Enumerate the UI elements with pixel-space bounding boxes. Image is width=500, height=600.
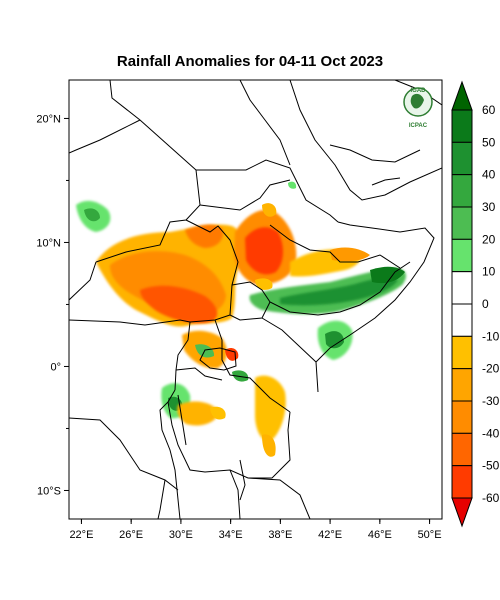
border-uganda-tanz	[175, 367, 223, 381]
colorbar-swatch-c30_40	[451, 174, 473, 208]
colorbar-label-7: -10	[482, 329, 500, 343]
border-saudi-yemen	[329, 144, 421, 163]
lat-tick-label-3: 10°S	[37, 485, 61, 497]
border-drc-angola	[69, 417, 179, 491]
lon-tick-label-5: 42°E	[318, 529, 342, 541]
country-borders	[69, 80, 442, 519]
colorbar-label-6: 0	[482, 297, 489, 311]
anomaly-region-darfur	[185, 224, 224, 248]
border-algeria-niger	[69, 119, 141, 154]
lat-tick-label-0: 20°N	[36, 113, 61, 125]
border-car-drc	[69, 319, 191, 326]
border-yemen	[371, 177, 401, 186]
border-drc-uganda	[174, 321, 191, 391]
anomaly-region-kenya-core	[325, 331, 344, 349]
border-kenya-somalia	[261, 317, 319, 393]
border-arabia	[289, 80, 442, 201]
border-ethiopia-ne	[269, 224, 401, 269]
border-zambia	[157, 479, 166, 519]
lake-malawi	[239, 459, 246, 501]
anomaly-region-tanzania-se	[262, 434, 276, 457]
colorbar-label-2: 40	[482, 168, 496, 182]
lon-tick-label-3: 34°E	[219, 529, 243, 541]
igad-icpac-logo: IGAD ICPAC	[403, 87, 433, 129]
border-sudan-n	[199, 179, 291, 211]
colorbar-label-3: 30	[482, 200, 496, 214]
colorbar-swatch-cm50_m40	[451, 432, 473, 467]
border-ethiopia-somalia	[231, 261, 411, 316]
latitude-axis: 20°N 10°N 0° 10°S	[36, 113, 69, 497]
colorbar-swatch-cm10_0	[451, 303, 473, 337]
anomaly-region-victoria-green	[232, 370, 249, 382]
border-libya-egypt-sudan	[109, 80, 339, 223]
border-malawi	[229, 469, 241, 519]
colorbar-label-12: -60	[482, 491, 500, 505]
border-south-sudan	[229, 301, 271, 321]
colorbar-label-11: -50	[482, 459, 500, 473]
colorbar-swatch-c40_50	[451, 141, 473, 176]
border-uganda-kenya	[214, 319, 291, 413]
border-sudan-ss	[185, 219, 239, 323]
lat-tick-label-1: 10°N	[36, 237, 61, 249]
colorbar-arrow-bottom	[451, 497, 473, 528]
anomaly-region-ogaden-2	[330, 247, 370, 262]
border-nigeria	[69, 261, 97, 301]
lon-tick-label-7: 50°E	[418, 529, 442, 541]
lon-tick-label-0: 22°E	[69, 529, 93, 541]
colorbar-swatch-cm40_m30	[451, 400, 473, 434]
anomaly-region-car	[140, 285, 218, 324]
lake-victoria	[199, 347, 237, 371]
anomaly-region-tanzania-w	[177, 401, 220, 426]
colorbar-label-4: 20	[482, 232, 496, 246]
border-drc-east	[159, 401, 181, 519]
lon-tick-label-6: 46°E	[368, 529, 392, 541]
logo-top-text: IGAD	[411, 88, 427, 94]
lake-tanganyika	[177, 394, 187, 446]
border-tanzania	[167, 389, 291, 479]
anomaly-region-somalia-darkgreen	[280, 277, 398, 306]
colorbar-label-8: -20	[482, 362, 500, 376]
lon-tick-label-4: 38°E	[268, 529, 292, 541]
colorbar: 60 50 40 30 20 10 0 -10 -20 -30 -40 -50 -60	[451, 80, 500, 528]
anomaly-region-eritrea	[262, 203, 277, 217]
colorbar-label-9: -30	[482, 394, 500, 408]
colorbar-label-10: -40	[482, 426, 500, 440]
colorbar-swatch-c0_10	[451, 271, 473, 305]
map-title: Rainfall Anomalies for 04-11 Oct 2023	[116, 53, 384, 70]
colorbar-swatch-c10_20	[451, 238, 473, 273]
africa-icon	[410, 93, 424, 109]
longitude-axis: 22°E 26°E 30°E 34°E 38°E 42°E 46°E 50°E	[69, 519, 442, 541]
colorbar-label-5: 10	[482, 265, 496, 279]
anomaly-region-tanzania-c	[210, 406, 226, 420]
colorbar-swatch-c50_60	[451, 109, 473, 143]
border-nile-redsea	[239, 80, 291, 166]
colorbar-label-0: 60	[482, 103, 496, 117]
colorbar-label-1: 50	[482, 135, 496, 149]
border-mozambique	[247, 477, 311, 519]
colorbar-swatch-c20_30	[451, 206, 473, 240]
anomaly-region-ethiopia-core	[245, 227, 284, 275]
anomaly-region-ethiopia-s	[255, 278, 273, 290]
lon-tick-label-2: 30°E	[169, 529, 193, 541]
anomaly-region-west-green-core	[84, 208, 100, 222]
colorbar-swatch-cm30_m20	[451, 368, 473, 402]
colorbar-swatch-cm60_m50	[451, 465, 473, 499]
map-frame	[68, 79, 443, 520]
lat-tick-label-2: 0°	[50, 361, 61, 373]
border-somalia-coast	[315, 221, 435, 363]
lon-tick-label-1: 26°E	[119, 529, 143, 541]
colorbar-arrow-top	[451, 80, 473, 111]
anomaly-region-tanzania-e	[255, 375, 286, 441]
logo-bottom-text: ICPAC	[409, 123, 428, 129]
anomaly-region-redsea	[288, 181, 297, 189]
colorbar-swatch-cm20_m10	[451, 335, 473, 370]
